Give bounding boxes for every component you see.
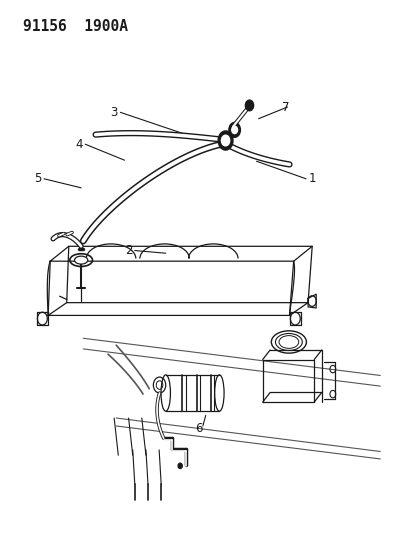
Text: 3: 3 xyxy=(110,106,118,119)
Ellipse shape xyxy=(74,256,88,264)
Circle shape xyxy=(228,123,240,138)
Circle shape xyxy=(231,126,237,134)
Circle shape xyxy=(218,131,233,150)
Text: 91156  1900A: 91156 1900A xyxy=(23,19,128,34)
Text: 4: 4 xyxy=(75,138,83,151)
Text: 2: 2 xyxy=(125,244,132,257)
Circle shape xyxy=(221,135,229,146)
Text: 5: 5 xyxy=(34,172,41,185)
Circle shape xyxy=(245,100,253,111)
Circle shape xyxy=(178,463,182,469)
Text: 6: 6 xyxy=(195,422,202,435)
Text: 1: 1 xyxy=(308,172,315,185)
Text: 7: 7 xyxy=(281,101,288,114)
